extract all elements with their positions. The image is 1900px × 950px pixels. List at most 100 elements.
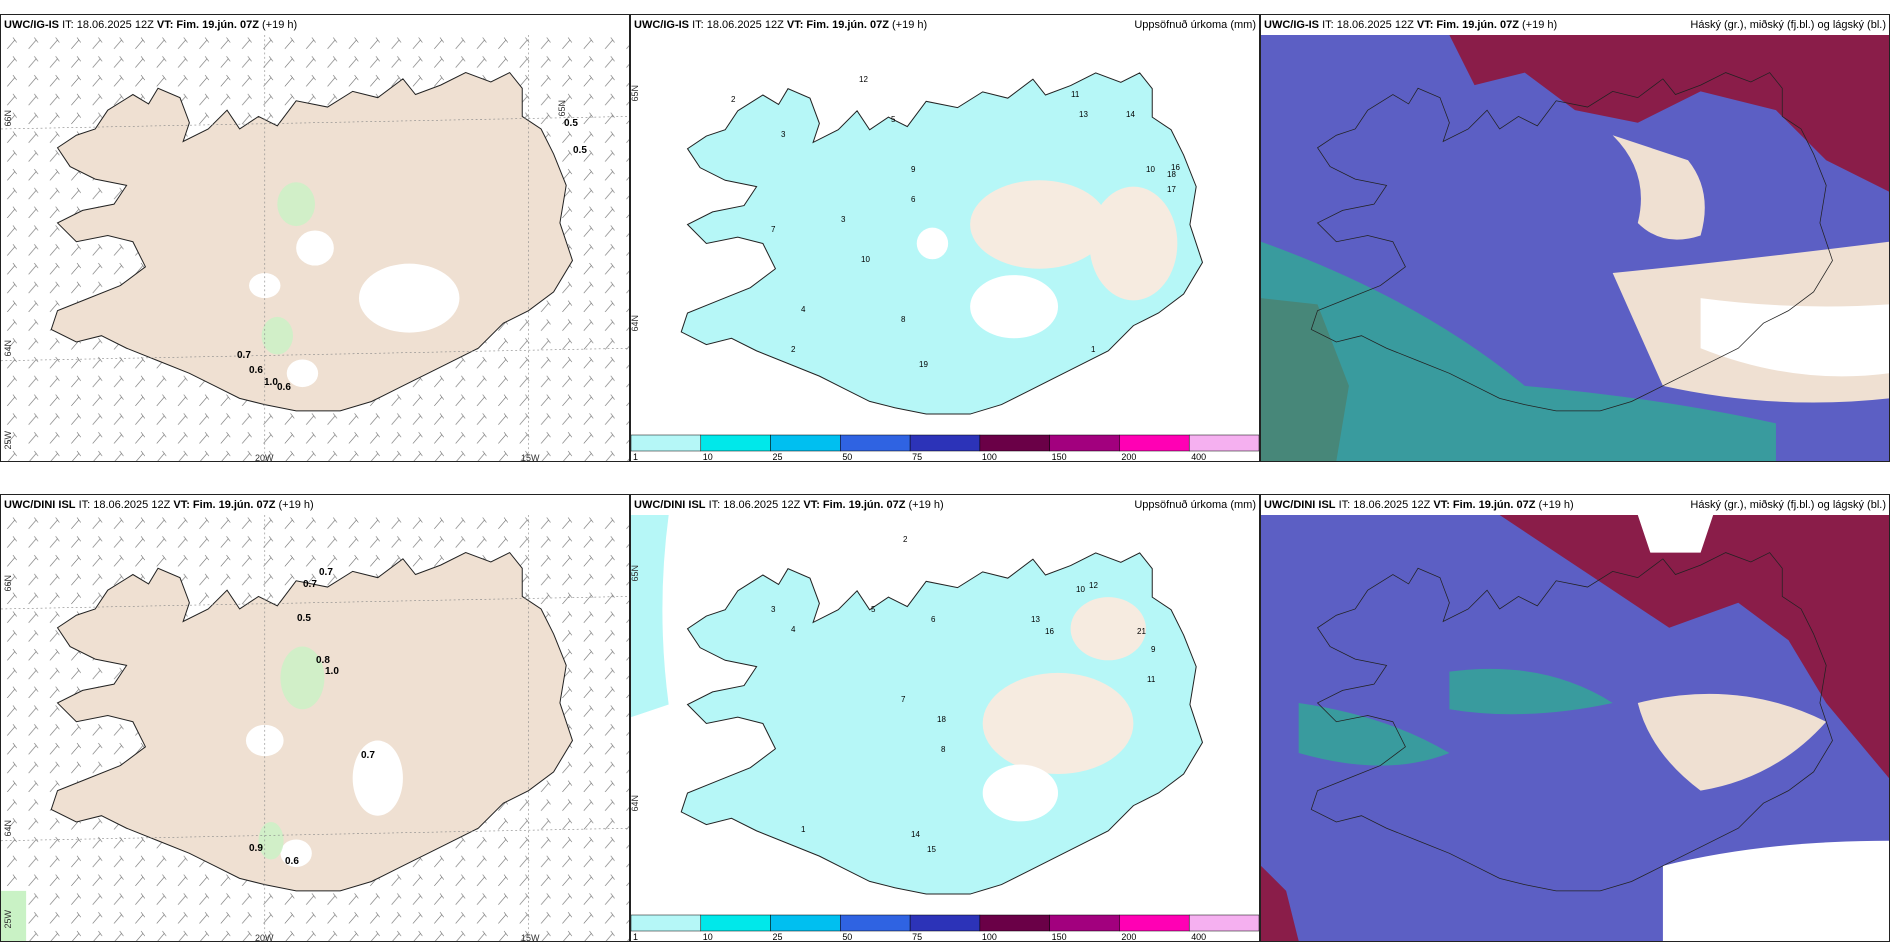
wind-map: [1, 35, 629, 461]
valid-time: VT: Fim. 19.jún. 07Z: [786, 19, 889, 31]
precip-value: 1: [801, 825, 806, 834]
valid-time: VT: Fim. 19.jún. 07Z: [803, 499, 906, 511]
colorbar-swatch: [1049, 434, 1120, 452]
colorbar-label: 25: [773, 932, 783, 941]
map-title: Háský (gr.), miðský (fj.bl.) og lágský (…: [1690, 19, 1886, 31]
precip-colorbar: 1 10 25 50 75 100 150 200 400: [631, 913, 1259, 941]
colorbar-label: 10: [703, 452, 713, 461]
colorbar-label: 50: [842, 932, 852, 941]
lat-label: 25W: [3, 910, 13, 929]
precip-value: 4: [801, 305, 806, 314]
colorbar-swatch: [979, 434, 1050, 452]
cloud-map: [1261, 515, 1889, 941]
map-title: Uppsöfnuð úrkoma (mm): [1134, 499, 1256, 511]
wind-value: 0.6: [249, 365, 263, 376]
precip-value: 6: [931, 615, 936, 624]
precip-value: 18: [1167, 170, 1176, 179]
wind-value: 0.5: [564, 118, 578, 129]
valid-time: VT: Fim. 19.jún. 07Z: [173, 499, 276, 511]
colorbar-swatch: [631, 914, 702, 932]
model-name: UWC/DINI ISL: [4, 499, 76, 511]
map-title: Uppsöfnuð úrkoma (mm): [1134, 19, 1256, 31]
lead-time: (+19 h): [262, 19, 298, 31]
colorbar-swatch: [1119, 434, 1190, 452]
wind-map: [1, 515, 629, 941]
precip-value: 10: [1146, 165, 1155, 174]
wind-value: 0.7: [361, 750, 375, 761]
panel-header: UWC/IG-IS IT: 18.06.2025 12Z VT: Fim. 19…: [631, 15, 1259, 35]
model-name: UWC/IG-IS: [4, 19, 59, 31]
colorbar-label: 1: [633, 452, 638, 461]
colorbar-swatch: [1119, 914, 1190, 932]
colorbar-swatch: [770, 914, 841, 932]
wind-value: 1.0: [325, 666, 339, 677]
valid-time: VT: Fim. 19.jún. 07Z: [156, 19, 259, 31]
map-title: Háský (gr.), miðský (fj.bl.) og lágský (…: [1690, 499, 1886, 511]
precip-value: 10: [1076, 585, 1085, 594]
precip-value: 11: [1071, 90, 1080, 99]
wind-value: 0.6: [285, 856, 299, 867]
lat-label: 65N: [630, 565, 640, 582]
colorbar-swatch: [631, 434, 702, 452]
model-name: UWC/IG-IS: [634, 19, 689, 31]
lat-label: 64N: [3, 340, 13, 357]
lat-label: 66N: [3, 110, 13, 127]
model-name: UWC/IG-IS: [1264, 19, 1319, 31]
colorbar-swatch: [770, 434, 841, 452]
colorbar-swatch: [909, 434, 981, 452]
colorbar-label: 150: [1052, 932, 1067, 941]
wind-value: 0.5: [297, 613, 311, 624]
lead-time: (+19 h): [892, 19, 928, 31]
precip-value: 5: [891, 115, 896, 124]
lon-label: 25W: [3, 431, 13, 450]
precip-value: 8: [941, 745, 946, 754]
model-name: UWC/DINI ISL: [1264, 499, 1336, 511]
precip-value: 17: [1167, 185, 1176, 194]
colorbar-swatch: [700, 434, 771, 452]
model-name: UWC/DINI ISL: [634, 499, 706, 511]
valid-time: VT: Fim. 19.jún. 07Z: [1416, 19, 1519, 31]
wind-value: 0.5: [573, 145, 587, 156]
precip-value: 18: [937, 715, 946, 724]
colorbar-swatch: [840, 914, 911, 932]
colorbar-label: 100: [982, 932, 997, 941]
wind-value: 0.8: [316, 655, 330, 666]
colorbar-label: 10: [703, 932, 713, 941]
lat-label: 64N: [630, 795, 640, 812]
colorbar-label: 400: [1191, 932, 1206, 941]
precip-value: 16: [1171, 163, 1180, 172]
wind-value: 0.7: [237, 350, 251, 361]
precip-value: 6: [911, 195, 916, 204]
precip-value: 14: [911, 830, 920, 839]
lat-label: 64N: [3, 820, 13, 837]
colorbar-swatch: [1188, 914, 1259, 932]
issue-time: IT: 18.06.2025 12Z: [1338, 499, 1431, 511]
precip-value: 14: [1126, 110, 1135, 119]
precip-value: 2: [731, 95, 736, 104]
panel-header: UWC/IG-IS IT: 18.06.2025 12Z VT: Fim. 19…: [1, 15, 629, 35]
precip-value: 12: [1089, 581, 1098, 590]
issue-time: IT: 18.06.2025 12Z: [78, 499, 171, 511]
precip-value: 4: [791, 625, 796, 634]
panel-header: UWC/DINI ISL IT: 18.06.2025 12Z VT: Fim.…: [1, 495, 629, 515]
precip-value: 13: [1079, 110, 1088, 119]
precip-value: 19: [919, 360, 928, 369]
precip-value: 8: [901, 315, 906, 324]
wind-value: 1.0: [264, 377, 278, 388]
cloud-panel-bottom: UWC/DINI ISL IT: 18.06.2025 12Z VT: Fim.…: [1260, 494, 1890, 942]
lon-label: 20W: [255, 453, 274, 462]
lead-time: (+19 h): [1538, 499, 1574, 511]
precip-value: 11: [1147, 675, 1156, 684]
cloud-map: [1261, 35, 1889, 461]
precip-value: 2: [903, 535, 908, 544]
valid-time: VT: Fim. 19.jún. 07Z: [1433, 499, 1536, 511]
lead-time: (+19 h): [278, 499, 314, 511]
panel-header: UWC/DINI ISL IT: 18.06.2025 12Z VT: Fim.…: [631, 495, 1259, 515]
panel-header: UWC/DINI ISL IT: 18.06.2025 12Z VT: Fim.…: [1261, 495, 1889, 515]
issue-time: IT: 18.06.2025 12Z: [692, 19, 784, 31]
wind-value: 0.7: [319, 567, 333, 578]
issue-time: IT: 18.06.2025 12Z: [62, 19, 154, 31]
precip-value: 3: [781, 130, 786, 139]
lon-label: 15W: [521, 933, 540, 942]
precip-value: 10: [861, 255, 870, 264]
